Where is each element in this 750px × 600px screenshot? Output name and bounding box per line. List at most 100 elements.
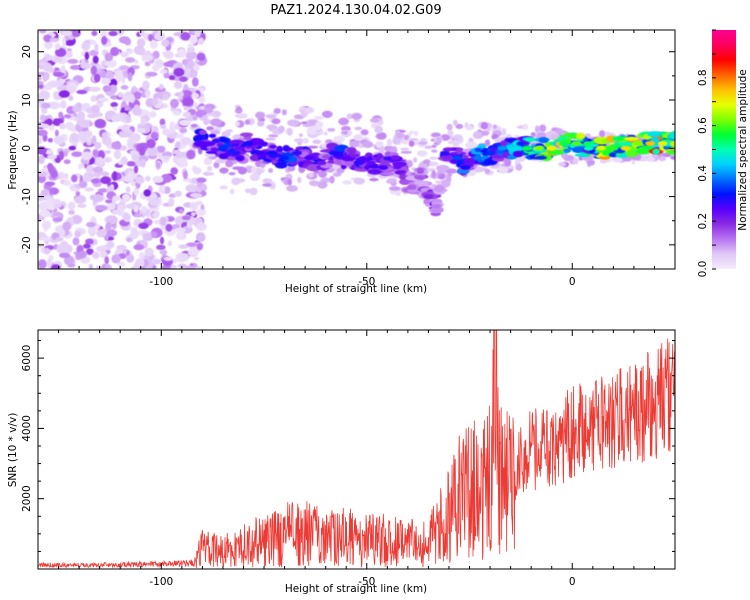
noise-cell xyxy=(101,78,111,85)
noise-cell xyxy=(71,151,83,157)
noise-cell xyxy=(100,176,112,185)
ridge-cell xyxy=(380,171,395,176)
ridge-cell xyxy=(512,150,524,158)
noise-cell xyxy=(95,204,108,212)
noise-cell xyxy=(162,155,171,160)
noise-cell xyxy=(159,69,168,75)
ridge-cell xyxy=(275,161,288,169)
scatter-cell xyxy=(484,168,491,174)
noise-cell xyxy=(193,256,200,261)
ridge-cell xyxy=(276,145,284,154)
noise-cell xyxy=(67,58,79,64)
noise-cell xyxy=(127,137,138,144)
scatter-cell xyxy=(331,164,339,169)
noise-cell xyxy=(62,30,73,36)
noise-cell xyxy=(162,93,169,101)
scatter-cell xyxy=(558,161,567,167)
noise-cell xyxy=(101,36,108,45)
noise-cell xyxy=(38,73,42,81)
noise-cell xyxy=(181,60,188,66)
ridge-cell xyxy=(193,140,209,148)
scatter-cell xyxy=(539,124,547,133)
noise-cell xyxy=(41,123,50,129)
noise-cell xyxy=(178,119,191,126)
noise-cell xyxy=(172,149,182,155)
scatter-cell xyxy=(392,137,401,145)
snr-y-label: SNR (10 * v/v) xyxy=(7,413,19,488)
colorbar-tick-label: 0.4 xyxy=(697,165,709,182)
noise-cell xyxy=(55,47,67,57)
scatter-cell xyxy=(213,161,220,169)
noise-cell xyxy=(160,124,167,129)
scatter-cell xyxy=(346,113,353,120)
noise-cell xyxy=(96,229,107,238)
noise-cell xyxy=(90,65,98,76)
scatter-cell xyxy=(268,168,274,173)
y-tick-label: 4000 xyxy=(21,415,33,442)
scatter-cell xyxy=(413,157,418,163)
noise-cell xyxy=(118,65,129,71)
scatter-cell xyxy=(233,178,246,183)
scatter-cell xyxy=(309,180,319,186)
scatter-cell xyxy=(599,130,606,138)
noise-cell xyxy=(102,85,112,93)
scatter-cell xyxy=(375,141,384,149)
noise-cell xyxy=(39,209,51,218)
scatter-cell xyxy=(215,158,227,164)
ridge-cell xyxy=(320,149,333,153)
noise-cell xyxy=(40,189,50,196)
noise-cell xyxy=(39,114,47,122)
noise-cell xyxy=(71,174,78,183)
noise-cell xyxy=(176,133,185,139)
scatter-cell xyxy=(374,125,383,134)
noise-cell xyxy=(86,136,91,144)
noise-cell xyxy=(77,203,87,208)
ridge-peak xyxy=(415,174,426,180)
scatter-cell xyxy=(244,119,251,125)
noise-cell xyxy=(81,151,93,161)
noise-cell xyxy=(65,121,74,130)
ridge-cell xyxy=(326,160,335,165)
noise-cell xyxy=(173,67,185,77)
noise-cell xyxy=(68,95,74,101)
scatter-cell xyxy=(353,177,365,185)
scatter-cell xyxy=(203,117,209,126)
noise-cell xyxy=(112,106,118,112)
noise-cell xyxy=(193,167,202,175)
noise-cell xyxy=(63,114,72,119)
noise-cell xyxy=(46,258,52,269)
noise-cell xyxy=(179,76,188,82)
ridge-peak xyxy=(254,150,265,156)
noise-cell xyxy=(152,176,164,183)
noise-cell xyxy=(59,252,71,259)
ridge-cell xyxy=(307,164,318,171)
noise-cell xyxy=(45,202,56,211)
noise-cell xyxy=(94,118,106,129)
noise-cell xyxy=(130,229,139,240)
noise-cell xyxy=(168,197,175,207)
noise-cell xyxy=(150,131,159,140)
noise-cell xyxy=(162,128,171,136)
noise-cell xyxy=(85,221,96,228)
ridge-peak xyxy=(353,160,364,166)
noise-cell xyxy=(103,157,112,163)
scatter-cell xyxy=(236,113,248,118)
noise-cell xyxy=(94,141,102,150)
x-tick-label: -100 xyxy=(149,276,173,288)
scatter-cell xyxy=(304,107,315,114)
scatter-cell xyxy=(353,134,364,141)
noise-cell xyxy=(195,200,203,206)
scatter-cell xyxy=(401,139,409,145)
noise-cell xyxy=(64,50,73,59)
scatter-cell xyxy=(317,180,328,189)
noise-cell xyxy=(148,110,157,118)
noise-cell xyxy=(74,231,81,238)
noise-cell xyxy=(58,90,70,98)
noise-cell xyxy=(182,170,188,180)
noise-cell xyxy=(156,244,166,250)
noise-cell xyxy=(47,162,54,172)
scatter-cell xyxy=(298,133,303,138)
noise-cell xyxy=(117,261,126,267)
ridge-cell xyxy=(198,129,207,136)
ridge-cell xyxy=(652,148,660,155)
